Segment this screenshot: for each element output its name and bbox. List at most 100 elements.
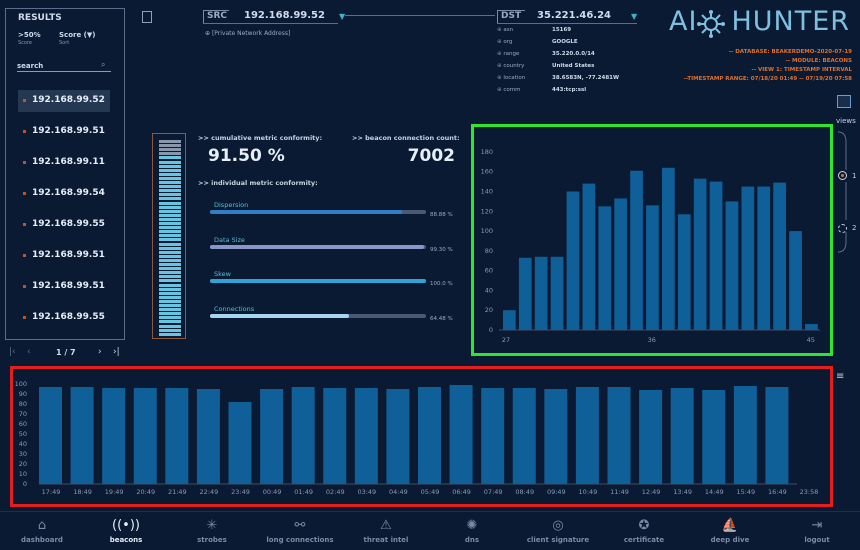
x-tick-label: 13:49: [673, 488, 692, 496]
y-tick-label: 30: [19, 450, 27, 458]
thermo-segment: [159, 324, 181, 328]
view-2-radio[interactable]: [838, 224, 847, 233]
result-item[interactable]: 192.168.99.55: [18, 214, 110, 236]
result-item[interactable]: 192.168.99.52: [18, 90, 110, 112]
nav-beacons[interactable]: ((•)) beacons: [86, 518, 166, 544]
nav-dns[interactable]: ✺ dns: [432, 518, 512, 544]
y-tick-label: 0: [489, 326, 493, 334]
logo-right: HUNTER: [731, 6, 851, 37]
dst-filter-icon[interactable]: ▼: [631, 12, 638, 21]
thermo-segment: [159, 271, 181, 275]
beacon-icon: ((•)): [112, 518, 140, 533]
histogram-bar: [662, 167, 675, 330]
result-item[interactable]: 192.168.99.55: [18, 307, 110, 329]
pager-first-button[interactable]: |‹: [9, 347, 16, 357]
logout-icon: ⇥: [811, 518, 823, 533]
nav-deep-dive[interactable]: ⛵ deep dive: [690, 518, 770, 544]
warning-icon: ⚠: [380, 518, 392, 533]
nav-strobes[interactable]: ✳ strobes: [172, 518, 252, 544]
timeline-bar: [323, 388, 347, 484]
timeline-bar: [765, 387, 789, 484]
x-tick-label: 02:49: [326, 488, 345, 496]
histogram-bar: [646, 205, 659, 330]
x-tick-label: 45: [807, 336, 815, 344]
thermo-segment: [159, 246, 181, 250]
histogram-bar: [741, 186, 755, 330]
views-track: [837, 131, 847, 253]
pager-prev-button[interactable]: ‹: [27, 347, 31, 357]
thermo-segment: [159, 242, 181, 246]
nav-client-signature[interactable]: ◎ client signature: [518, 518, 598, 544]
result-item[interactable]: 192.168.99.51: [18, 276, 110, 298]
pager-last-button[interactable]: ›|: [113, 347, 120, 357]
x-tick-label: 09:49: [547, 488, 566, 496]
y-tick-label: 100: [481, 227, 493, 235]
timeline-bar: [733, 386, 757, 484]
result-dot-icon: [23, 192, 26, 195]
y-tick-label: 60: [19, 420, 27, 428]
nav-certificate[interactable]: ✪ certificate: [604, 518, 684, 544]
x-tick-label: 18:49: [73, 488, 92, 496]
result-item[interactable]: 192.168.99.51: [18, 245, 110, 267]
search-icon[interactable]: ⌕: [101, 60, 106, 69]
src-ip: 192.168.99.52: [244, 10, 325, 21]
menu-icon[interactable]: ≡: [836, 371, 845, 382]
thermo-segment: [159, 328, 181, 332]
nav-label: strobes: [197, 536, 227, 544]
histogram-chart: 0 20 40 60 80 100 120 140 160 180 27 36 45: [481, 148, 820, 344]
result-item[interactable]: 192.168.99.51: [18, 121, 110, 143]
timeline-bar: [196, 389, 220, 484]
dst-detail-value: 443:tcp:ssl: [552, 87, 587, 93]
result-item[interactable]: 192.168.99.11: [18, 152, 110, 174]
thermo-segment: [159, 144, 181, 148]
result-ip: 192.168.99.11: [32, 157, 105, 167]
result-dot-icon: [23, 254, 26, 257]
histogram-bar: [773, 182, 786, 330]
x-tick-label: 08:49: [515, 488, 534, 496]
y-tick-label: 70: [19, 410, 27, 418]
nav-label: threat intel: [363, 536, 409, 544]
y-tick-label: 80: [485, 247, 493, 255]
sort-select[interactable]: Score (▼): [59, 31, 96, 39]
thermo-segment: [159, 320, 181, 324]
result-ip: 192.168.99.52: [32, 95, 105, 105]
pager-next-button[interactable]: ›: [98, 347, 102, 357]
nav-label: beacons: [109, 536, 143, 544]
src-divider: [203, 23, 338, 24]
view-1-radio[interactable]: [838, 171, 847, 180]
dst-divider: [497, 23, 637, 24]
result-item[interactable]: 192.168.99.54: [18, 183, 110, 205]
x-tick-label: 14:49: [705, 488, 724, 496]
dst-detail-value: GOOGLE: [552, 39, 578, 45]
timeline-bar: [102, 388, 126, 484]
x-tick-label: 10:49: [579, 488, 598, 496]
timeline-bar: [165, 388, 189, 484]
result-dot-icon: [23, 285, 26, 288]
y-tick-label: 40: [19, 440, 27, 448]
document-icon[interactable]: [142, 11, 152, 23]
histogram-bar: [518, 257, 532, 330]
score-filter-select[interactable]: >50%: [18, 31, 41, 39]
results-title: RESULTS: [18, 13, 62, 23]
histogram-bar: [614, 198, 627, 330]
nav-threat-intel[interactable]: ⚠ threat intel: [346, 518, 426, 544]
result-dot-icon: [23, 316, 26, 319]
nav-logout[interactable]: ⇥ logout: [777, 518, 857, 544]
metric-value: 99.30 %: [430, 246, 453, 253]
metric-bar: [210, 313, 426, 318]
thermo-segment: [159, 263, 181, 266]
timeline-bar: [702, 390, 726, 484]
x-tick-label: 16:49: [768, 488, 787, 496]
list-view-icon[interactable]: [837, 95, 851, 108]
thermo-segment: [159, 283, 181, 287]
timeline-bar: [39, 387, 62, 484]
y-tick-label: 20: [19, 460, 27, 468]
src-filter-icon[interactable]: ▼: [339, 12, 346, 21]
nav-dashboard[interactable]: ⌂ dashboard: [2, 518, 82, 544]
src-note: ⊕ [Private Network Address]: [205, 30, 291, 37]
metric-bar: [210, 279, 426, 283]
histogram-bar: [725, 201, 739, 330]
search-input[interactable]: [17, 60, 111, 72]
nav-long-connections[interactable]: ⚯ long connections: [260, 518, 340, 544]
x-tick-label: 20:49: [136, 488, 155, 496]
